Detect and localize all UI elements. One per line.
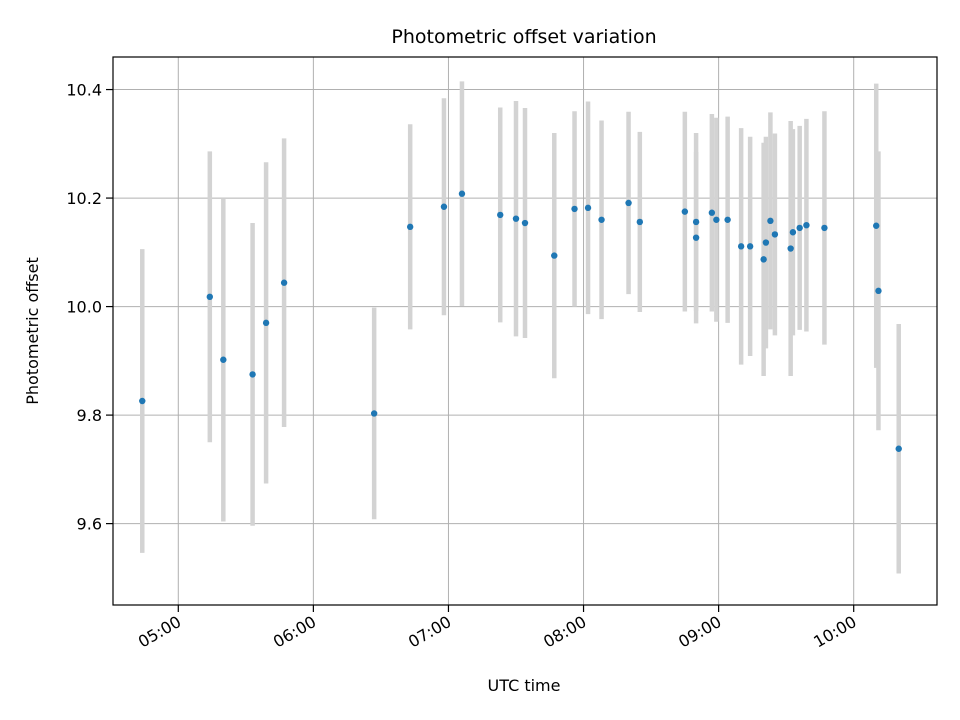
x-axis-label: UTC time bbox=[488, 676, 561, 695]
data-point bbox=[262, 319, 270, 327]
y-tick-label: 10.2 bbox=[66, 189, 102, 208]
data-point bbox=[767, 217, 774, 225]
y-axis-ticks: 9.6 9.8 10.0 10.2 10.4 bbox=[66, 81, 113, 534]
data-point bbox=[625, 199, 632, 207]
data-point bbox=[206, 293, 214, 301]
data-points bbox=[139, 190, 902, 452]
data-point bbox=[636, 218, 644, 226]
data-point bbox=[249, 371, 256, 378]
data-point bbox=[681, 208, 689, 215]
data-point bbox=[875, 287, 882, 295]
data-point bbox=[551, 252, 558, 259]
data-point bbox=[873, 222, 880, 229]
y-tick-label: 9.6 bbox=[77, 515, 102, 534]
data-point bbox=[771, 231, 779, 238]
error-bars bbox=[140, 81, 901, 574]
y-axis-label: Photometric offset bbox=[23, 257, 42, 405]
data-point bbox=[803, 221, 810, 229]
data-point bbox=[370, 410, 378, 417]
data-point bbox=[760, 256, 767, 263]
plot-frame bbox=[112, 56, 938, 606]
data-point bbox=[139, 397, 146, 405]
x-tick-label: 05:00 bbox=[135, 612, 184, 652]
x-tick-label: 09:00 bbox=[675, 612, 724, 652]
y-tick-label: 10.4 bbox=[66, 81, 102, 100]
data-point bbox=[440, 203, 448, 210]
data-point bbox=[692, 234, 700, 241]
data-point bbox=[280, 279, 288, 286]
data-point bbox=[762, 239, 770, 246]
data-point bbox=[789, 229, 797, 236]
y-tick-label: 10.0 bbox=[66, 298, 102, 317]
x-tick-label: 10:00 bbox=[810, 612, 859, 652]
data-point bbox=[521, 219, 529, 227]
data-point bbox=[895, 445, 902, 452]
data-point bbox=[796, 224, 803, 232]
data-point bbox=[708, 209, 716, 216]
data-point bbox=[598, 216, 605, 223]
data-point bbox=[724, 216, 731, 223]
data-point bbox=[737, 243, 745, 250]
chart-title: Photometric offset variation bbox=[391, 26, 656, 48]
data-point bbox=[571, 205, 578, 213]
data-point bbox=[821, 224, 828, 232]
x-tick-label: 07:00 bbox=[405, 612, 454, 652]
data-point bbox=[692, 218, 700, 226]
data-point bbox=[584, 204, 592, 212]
data-point bbox=[787, 245, 794, 252]
data-point bbox=[512, 215, 520, 222]
x-axis-ticks: 05:00 06:00 07:00 08:00 09:00 10:00 bbox=[135, 605, 860, 652]
x-tick-label: 08:00 bbox=[540, 612, 589, 652]
data-point bbox=[746, 243, 754, 250]
x-tick-label: 06:00 bbox=[270, 612, 319, 652]
data-point bbox=[497, 211, 504, 219]
data-point bbox=[713, 216, 720, 223]
data-point bbox=[458, 190, 466, 197]
data-point bbox=[220, 356, 227, 363]
data-point bbox=[406, 223, 414, 231]
y-tick-label: 9.8 bbox=[77, 406, 102, 425]
